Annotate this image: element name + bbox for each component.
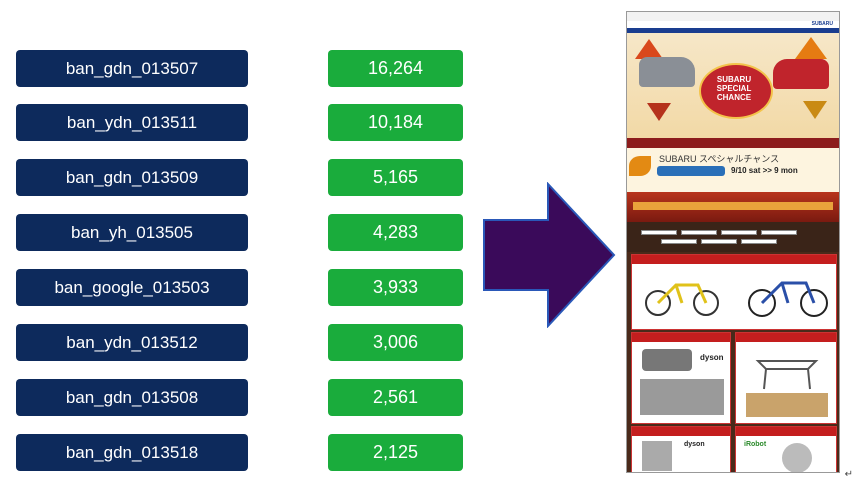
leaf-icon bbox=[795, 37, 827, 59]
product-card-header bbox=[632, 333, 730, 342]
product-card[interactable]: dyson bbox=[631, 426, 731, 472]
product-card-header bbox=[736, 333, 836, 342]
campaign-value-pill: 10,184 bbox=[328, 104, 463, 141]
campaign-subtitle: SUBARU スペシャルチャンス bbox=[659, 154, 780, 164]
campaign-name-pill: ban_ydn_013512 bbox=[16, 324, 248, 361]
dyson-logo: dyson bbox=[700, 353, 724, 362]
hero-title: SUBARU SPECIAL CHANCE bbox=[716, 75, 752, 102]
promo-strip bbox=[633, 202, 833, 210]
landing-page-screenshot: SUBARU SUBARU SPECIAL CHANCE SUBARU スペシャ… bbox=[626, 11, 840, 473]
paragraph-mark: ↵ bbox=[844, 469, 853, 480]
category-tab[interactable] bbox=[741, 239, 777, 244]
product-card-header bbox=[632, 255, 836, 264]
campaign-name-pill: ban_ydn_013511 bbox=[16, 104, 248, 141]
campaign-name-pill: ban_yh_013505 bbox=[16, 214, 248, 251]
site-nav bbox=[627, 28, 839, 33]
detail-button[interactable] bbox=[657, 166, 725, 176]
browser-bar bbox=[627, 12, 839, 21]
tab-area bbox=[627, 222, 839, 252]
product-card-header bbox=[736, 427, 836, 436]
brand-logo: SUBARU bbox=[811, 21, 833, 27]
robot-vacuum-image bbox=[782, 443, 812, 472]
category-tab[interactable] bbox=[661, 239, 697, 244]
campaign-name-pill: ban_google_013503 bbox=[16, 269, 248, 306]
campaign-value-pill: 2,125 bbox=[328, 434, 463, 471]
product-card[interactable]: dyson bbox=[631, 332, 731, 424]
right-arrow-icon bbox=[483, 182, 616, 328]
site-header: SUBARU bbox=[627, 21, 839, 28]
campaign-info: SUBARU スペシャルチャンス 9/10 sat >> 9 mon bbox=[627, 148, 839, 192]
promo-band bbox=[627, 192, 839, 222]
car-image bbox=[773, 59, 829, 89]
campaign-name-pill: ban_gdn_013518 bbox=[16, 434, 248, 471]
leaf-icon bbox=[629, 156, 651, 176]
leaf-icon bbox=[635, 39, 663, 59]
category-tab[interactable] bbox=[641, 230, 677, 235]
product-photo bbox=[642, 441, 672, 471]
campaign-value-pill: 5,165 bbox=[328, 159, 463, 196]
category-tab[interactable] bbox=[761, 230, 797, 235]
hero-caption-bar bbox=[627, 138, 839, 148]
bicycle-icon bbox=[748, 281, 828, 317]
campaign-name-pill: ban_gdn_013507 bbox=[16, 50, 248, 87]
product-card[interactable] bbox=[631, 254, 837, 330]
campaign-value-pill: 4,283 bbox=[328, 214, 463, 251]
product-card[interactable] bbox=[735, 332, 837, 424]
product-card[interactable]: iRobot bbox=[735, 426, 837, 472]
dyson-logo: dyson bbox=[684, 441, 705, 448]
campaign-name-pill: ban_gdn_013509 bbox=[16, 159, 248, 196]
category-tab[interactable] bbox=[701, 239, 737, 244]
campaign-value-pill: 2,561 bbox=[328, 379, 463, 416]
campaign-value-pill: 3,006 bbox=[328, 324, 463, 361]
leaf-icon bbox=[647, 103, 671, 121]
product-photo bbox=[640, 379, 724, 415]
vacuum-image bbox=[642, 349, 692, 371]
product-photo bbox=[746, 393, 828, 417]
category-tab[interactable] bbox=[681, 230, 717, 235]
campaign-name-pill: ban_gdn_013508 bbox=[16, 379, 248, 416]
irobot-logo: iRobot bbox=[744, 441, 767, 448]
product-card-header bbox=[632, 427, 730, 436]
leaf-icon bbox=[803, 101, 827, 119]
table-icon bbox=[755, 360, 819, 390]
special-chance-badge bbox=[699, 63, 773, 119]
car-image bbox=[639, 57, 695, 87]
bicycle-icon bbox=[645, 283, 719, 316]
campaign-value-pill: 16,264 bbox=[328, 50, 463, 87]
campaign-value-pill: 3,933 bbox=[328, 269, 463, 306]
category-tab[interactable] bbox=[721, 230, 757, 235]
campaign-dates: 9/10 sat >> 9 mon bbox=[731, 166, 798, 175]
hero-banner: SUBARU SPECIAL CHANCE bbox=[627, 33, 839, 138]
